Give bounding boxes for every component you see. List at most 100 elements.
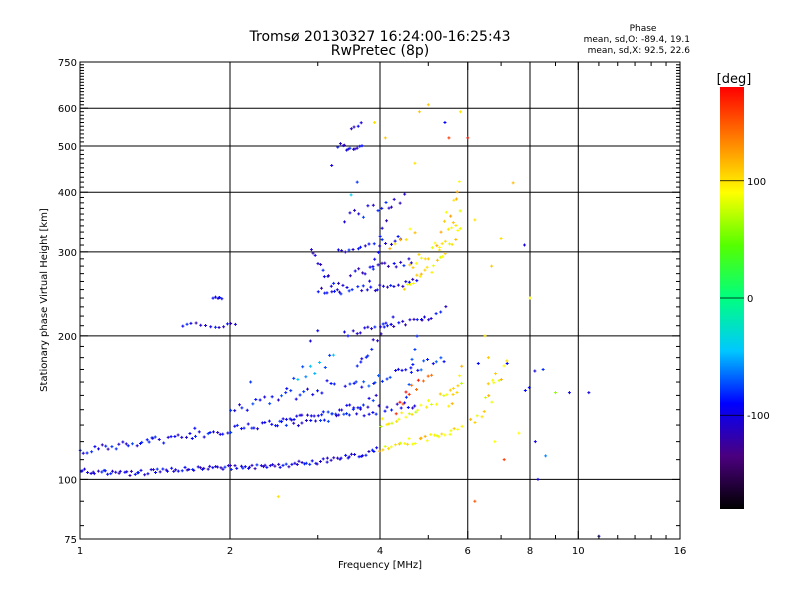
data-point — [480, 415, 484, 419]
data-point — [311, 251, 315, 255]
data-point — [348, 211, 352, 215]
data-point — [419, 403, 423, 407]
data-point — [398, 441, 402, 445]
data-point — [429, 317, 433, 321]
data-point — [356, 247, 360, 251]
data-point — [458, 110, 462, 114]
data-point — [187, 468, 191, 472]
x-tick-label: 8 — [527, 546, 533, 557]
y-axis-label: Stationary phase Virtual Height [km] — [39, 208, 50, 392]
data-point — [188, 431, 192, 435]
data-point — [378, 244, 382, 248]
data-point — [434, 312, 438, 316]
y-tick-label: 100 — [58, 475, 77, 486]
data-point — [381, 284, 385, 288]
data-point — [413, 441, 417, 445]
data-point — [193, 426, 197, 430]
data-point — [373, 257, 377, 261]
y-tick-label: 600 — [58, 104, 77, 115]
data-point — [100, 443, 104, 447]
data-point — [330, 412, 334, 416]
data-point — [404, 415, 408, 419]
data-point — [370, 448, 374, 452]
data-point — [458, 209, 462, 213]
data-point — [290, 418, 294, 422]
data-point — [89, 471, 93, 475]
y-tick-label: 300 — [58, 248, 77, 259]
data-point — [407, 280, 411, 284]
data-point — [216, 430, 220, 434]
data-point — [366, 354, 370, 358]
data-point — [487, 394, 491, 398]
data-point — [473, 421, 477, 425]
data-point — [541, 367, 545, 371]
data-point — [277, 462, 281, 466]
data-point — [341, 283, 345, 287]
data-point — [334, 414, 338, 418]
data-point — [422, 359, 426, 363]
data-point — [83, 467, 87, 471]
data-point — [366, 325, 370, 329]
data-point — [348, 382, 352, 386]
data-point — [391, 315, 395, 319]
data-point — [355, 332, 359, 336]
data-point — [353, 269, 357, 273]
data-point — [252, 426, 256, 430]
x-tick-label: 6 — [465, 546, 471, 557]
data-point — [388, 375, 392, 379]
data-point — [377, 404, 381, 408]
data-point — [407, 437, 411, 441]
data-point — [511, 181, 515, 185]
data-point — [348, 146, 352, 150]
grid-lines — [80, 62, 680, 539]
data-point — [202, 435, 206, 439]
data-point — [411, 281, 415, 285]
data-point — [398, 238, 402, 242]
data-point — [263, 463, 267, 467]
data-point — [423, 268, 427, 272]
x-tick-label: 1 — [77, 546, 83, 557]
data-point — [181, 324, 185, 328]
data-point — [118, 469, 122, 473]
data-point — [392, 197, 396, 201]
data-point — [442, 394, 446, 398]
data-point — [226, 431, 230, 435]
data-point — [225, 322, 229, 326]
data-point — [301, 365, 305, 369]
data-point — [310, 459, 314, 463]
data-point — [385, 377, 389, 381]
data-point — [411, 277, 415, 281]
data-point — [420, 318, 424, 322]
data-point — [129, 469, 133, 473]
data-point — [449, 429, 453, 433]
data-point — [339, 456, 343, 460]
data-point — [392, 284, 396, 288]
data-point — [220, 297, 224, 301]
data-point — [457, 180, 461, 184]
data-point — [319, 262, 323, 266]
data-point — [284, 391, 288, 395]
data-point — [380, 261, 384, 265]
data-point — [241, 466, 245, 470]
data-point — [347, 248, 351, 252]
data-point — [303, 462, 307, 466]
data-point — [448, 432, 452, 436]
data-point — [276, 398, 280, 402]
data-point — [406, 282, 410, 286]
data-point — [338, 290, 342, 294]
data-point — [404, 368, 408, 372]
data-point — [544, 454, 548, 458]
data-point — [378, 283, 382, 287]
data-point — [443, 239, 447, 243]
phase-stats-heading: Phase — [630, 24, 657, 34]
data-point — [385, 219, 389, 223]
data-point — [325, 291, 329, 295]
data-point — [208, 464, 212, 468]
data-point — [388, 247, 392, 251]
y-tick-label: 200 — [58, 332, 77, 343]
data-point — [106, 447, 110, 451]
data-point — [117, 442, 121, 446]
data-point — [295, 463, 299, 467]
data-point — [263, 420, 267, 424]
data-point — [386, 264, 390, 268]
